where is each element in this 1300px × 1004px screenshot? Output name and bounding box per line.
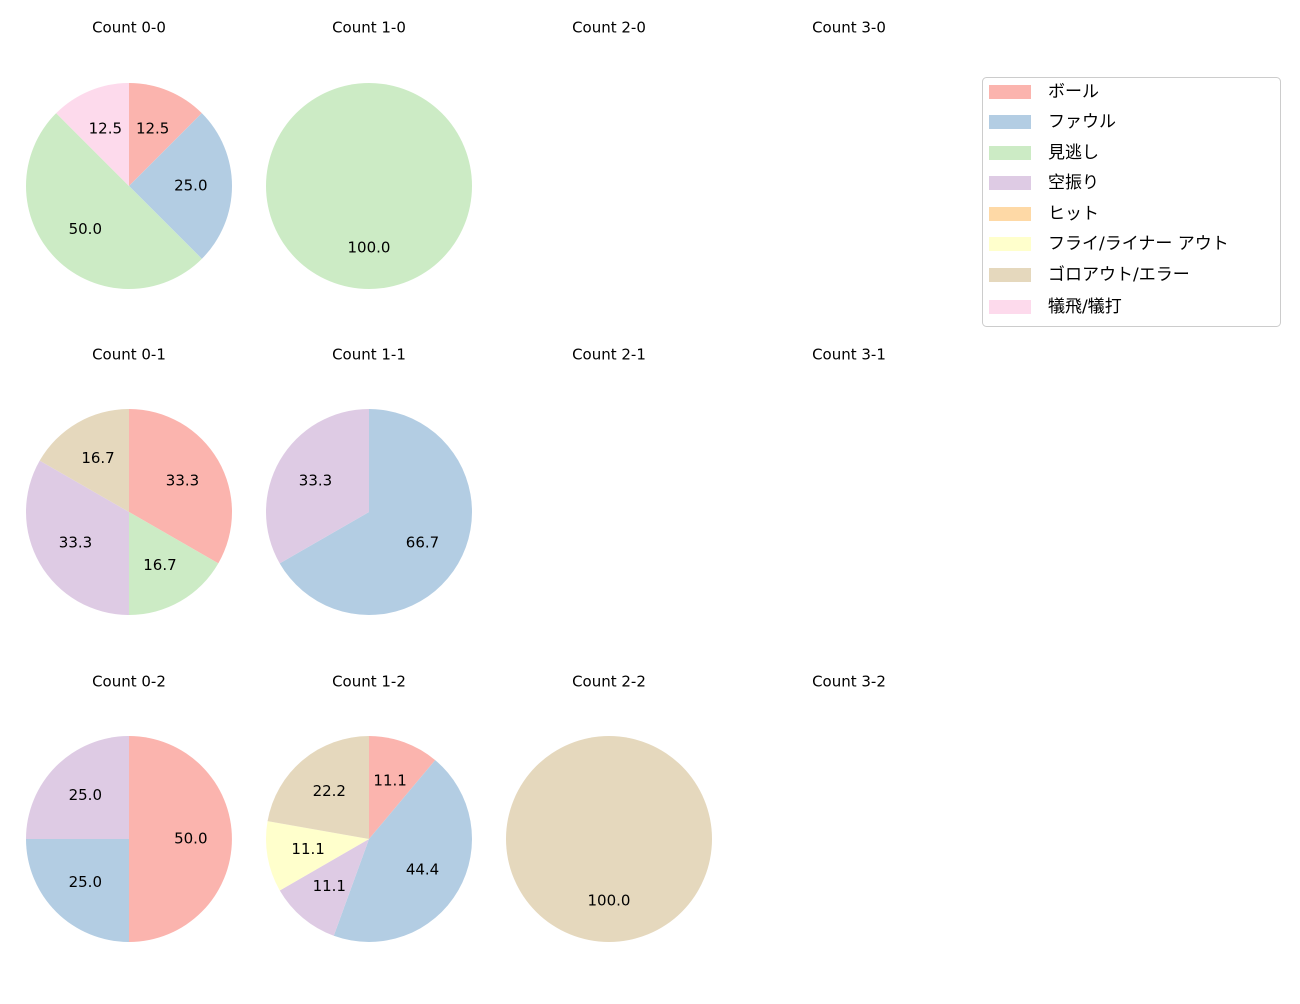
legend-label: フライ/ライナー アウト xyxy=(1048,234,1229,254)
subplot-title: Count 1-2 xyxy=(332,673,406,691)
slice-label: 33.3 xyxy=(166,472,199,490)
legend-label: 空振り xyxy=(1048,173,1099,193)
pie-slice-6 xyxy=(506,736,712,942)
slice-label: 25.0 xyxy=(69,786,102,804)
slice-label: 16.7 xyxy=(81,449,114,467)
subplot-count-3-0: Count 3-0 xyxy=(812,19,886,37)
slice-label: 100.0 xyxy=(588,891,631,909)
subplot-title: Count 1-1 xyxy=(332,346,406,364)
pie-slice-1 xyxy=(333,760,472,942)
slice-label: 22.2 xyxy=(313,782,346,800)
slice-label: 100.0 xyxy=(348,238,391,256)
subplot-title: Count 2-1 xyxy=(572,346,646,364)
slice-label: 11.1 xyxy=(373,771,406,789)
subplot-count-0-1: Count 0-1 33.3 16.7 33.3 16.7 xyxy=(26,346,233,615)
slice-label: 11.1 xyxy=(291,840,324,858)
legend-label: 犠飛/犠打 xyxy=(1048,297,1122,317)
slice-label: 16.7 xyxy=(143,556,176,574)
legend-label: ファウル xyxy=(1048,112,1116,132)
subplot-count-2-2: Count 2-2 100.0 xyxy=(506,673,712,942)
pie-slice-6 xyxy=(39,409,129,512)
pie-slice-2 xyxy=(26,113,202,289)
slice-label: 25.0 xyxy=(69,873,102,891)
legend-label: 見逃し xyxy=(1048,143,1099,163)
subplot-count-3-2: Count 3-2 xyxy=(812,673,886,691)
slice-label: 50.0 xyxy=(69,220,102,238)
pie-slice-3 xyxy=(26,736,129,839)
legend-label: ヒット xyxy=(1048,204,1099,224)
pie-slice-0 xyxy=(129,736,232,942)
legend-swatch xyxy=(989,176,1031,190)
subplot-count-1-1: Count 1-1 66.7 33.3 xyxy=(266,346,472,615)
legend-item: ヒット xyxy=(989,204,1099,224)
subplot-count-0-2: Count 0-2 50.0 25.0 25.0 xyxy=(26,673,232,942)
legend-label: ボール xyxy=(1048,82,1099,102)
pie-slice-0 xyxy=(129,409,233,564)
legend-item: ゴロアウト/エラー xyxy=(989,264,1190,285)
pie-slice-3 xyxy=(26,460,129,615)
pie-slice-1 xyxy=(26,839,129,942)
pie-slice-2 xyxy=(266,83,472,289)
slice-label: 12.5 xyxy=(136,119,169,137)
pie-slice-3 xyxy=(266,409,369,564)
legend-item: 犠飛/犠打 xyxy=(989,297,1122,317)
pie-slice-7 xyxy=(56,83,130,186)
pie-slice-3 xyxy=(279,839,369,936)
legend-item: ファウル xyxy=(989,112,1116,132)
subplot-count-2-0: Count 2-0 xyxy=(572,19,646,37)
slice-label: 66.7 xyxy=(406,533,439,551)
legend-swatch xyxy=(989,115,1031,129)
legend-item: 見逃し xyxy=(989,143,1099,163)
subplot-title: Count 0-2 xyxy=(92,673,166,691)
legend-swatch xyxy=(989,268,1031,282)
pie-slice-1 xyxy=(279,409,472,615)
slice-label: 44.4 xyxy=(406,860,439,878)
pie-slice-0 xyxy=(129,83,202,186)
pie-slice-5 xyxy=(266,821,369,891)
legend-frame xyxy=(982,77,1281,327)
legend-label: ゴロアウト/エラー xyxy=(1048,264,1190,285)
subplot-title: Count 0-0 xyxy=(92,19,166,37)
legend-swatch xyxy=(989,146,1031,160)
subplot-count-1-0: Count 1-0 100.0 xyxy=(266,19,472,289)
legend-item: フライ/ライナー アウト xyxy=(989,234,1229,254)
legend-item: 空振り xyxy=(989,173,1099,193)
subplot-title: Count 0-1 xyxy=(92,346,166,364)
slice-label: 11.1 xyxy=(313,877,346,895)
subplot-count-0-0: Count 0-0 12.5 25.0 50.0 12.5 xyxy=(26,19,232,289)
legend-item: ボール xyxy=(989,82,1099,102)
subplot-title: Count 3-0 xyxy=(812,19,886,37)
slice-label: 50.0 xyxy=(174,830,207,848)
legend-swatch xyxy=(989,85,1031,99)
subplot-title: Count 3-2 xyxy=(812,673,886,691)
slice-label: 25.0 xyxy=(174,177,207,195)
slice-label: 12.5 xyxy=(89,119,122,137)
subplot-count-3-1: Count 3-1 xyxy=(812,346,886,364)
subplot-title: Count 1-0 xyxy=(332,19,406,37)
subplot-title: Count 2-0 xyxy=(572,19,646,37)
slice-label: 33.3 xyxy=(59,533,92,551)
pie-slice-0 xyxy=(369,736,436,839)
subplot-title: Count 2-2 xyxy=(572,673,646,691)
subplot-count-2-1: Count 2-1 xyxy=(572,346,646,364)
pie-slice-1 xyxy=(129,113,232,259)
subplot-count-1-2: Count 1-2 11.1 44.4 11.1 11.1 22.2 xyxy=(266,673,472,942)
pie-slice-2 xyxy=(129,512,219,615)
legend-swatch xyxy=(989,237,1031,251)
pie-slice-6 xyxy=(267,736,369,839)
legend-swatch xyxy=(989,300,1031,314)
slice-label: 33.3 xyxy=(299,472,332,490)
subplot-title: Count 3-1 xyxy=(812,346,886,364)
legend-swatch xyxy=(989,207,1031,221)
